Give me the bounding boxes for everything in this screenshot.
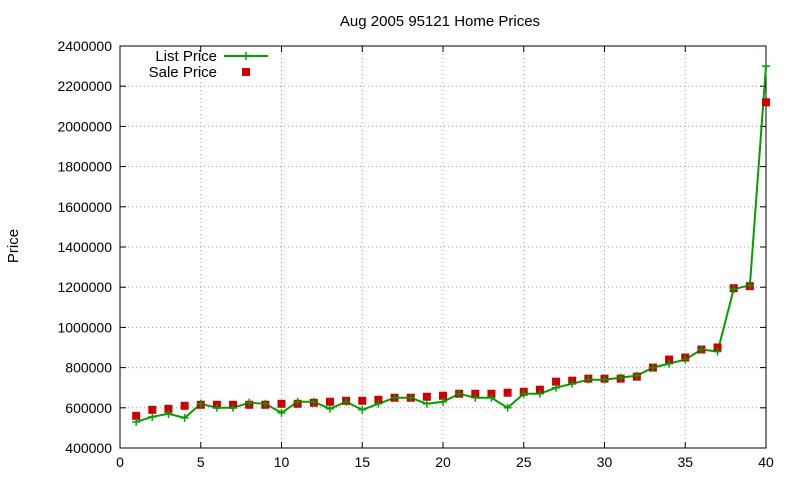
legend-marker-list-price <box>242 52 250 60</box>
sale-price-point-20 <box>439 391 447 400</box>
list-price-point-1 <box>132 417 141 426</box>
x-tick-label-2: 10 <box>274 454 290 470</box>
list-price-point-16 <box>374 399 383 408</box>
list-price-point-30 <box>600 375 609 384</box>
list-price-point-3 <box>164 409 173 418</box>
list-price-point-13 <box>325 404 334 413</box>
x-tick-label-0: 0 <box>116 454 124 470</box>
list-price-point-9 <box>261 399 270 408</box>
list-price-point-10 <box>277 408 286 417</box>
sale-price-point-1 <box>132 411 141 420</box>
list-price-point-5 <box>196 399 205 408</box>
list-price-point-15 <box>358 405 367 414</box>
sale-price-point-26 <box>535 385 544 394</box>
list-price-point-8 <box>245 398 254 407</box>
y-tick-label-8: 2000000 <box>57 118 112 134</box>
list-price-line <box>135 66 767 423</box>
sale-price-point-13 <box>325 397 334 406</box>
list-price-point-26 <box>535 389 544 398</box>
y-tick-label-3: 1000000 <box>57 319 112 335</box>
sale-price-point-40 <box>762 98 770 107</box>
list-price-point-34 <box>665 359 674 368</box>
list-price-point-18 <box>406 393 415 402</box>
legend-label-sale-price: Sale Price <box>149 64 217 81</box>
list-price-point-7 <box>229 403 238 412</box>
y-tick-label-10: 2400000 <box>57 38 112 54</box>
chart-title: Aug 2005 95121 Home Prices <box>340 13 540 30</box>
y-tick-label-4: 1200000 <box>57 279 112 295</box>
list-price-point-6 <box>212 403 221 412</box>
list-price-point-2 <box>148 412 157 421</box>
sale-price-point-15 <box>358 396 367 405</box>
y-tick-label-0: 400000 <box>65 440 112 456</box>
sale-price-point-22 <box>471 389 480 398</box>
y-tick-label-6: 1600000 <box>57 199 112 215</box>
sale-price-point-10 <box>277 399 286 408</box>
list-price-point-14 <box>342 397 351 406</box>
list-price-point-32 <box>632 371 641 380</box>
legend-label-list-price: List Price <box>155 48 217 65</box>
sale-price-point-3 <box>164 404 173 413</box>
y-tick-label-7: 1800000 <box>57 159 112 175</box>
series-layer <box>132 62 770 426</box>
y-axis-label: Price <box>5 229 22 263</box>
list-price-point-4 <box>180 413 189 422</box>
list-price-point-17 <box>390 393 399 402</box>
x-tick-label-7: 35 <box>677 454 693 470</box>
x-tick-label-6: 30 <box>597 454 613 470</box>
ticks-layer: 0 5 10 15 20 25 30 35 40 400000 600000 800000 100000… <box>57 38 774 470</box>
list-price-point-31 <box>616 373 625 382</box>
grid-layer <box>120 46 766 448</box>
list-price-point-27 <box>552 383 561 392</box>
list-price-point-40 <box>762 62 770 71</box>
sale-price-point-16 <box>374 395 383 404</box>
x-tick-label-8: 40 <box>758 454 774 470</box>
sale-price-point-24 <box>503 388 512 397</box>
sale-price-point-27 <box>552 377 561 386</box>
x-tick-label-5: 25 <box>516 454 532 470</box>
y-tick-label-9: 2200000 <box>57 78 112 94</box>
list-price-point-29 <box>584 375 593 384</box>
x-tick-label-1: 5 <box>197 454 205 470</box>
sale-price-point-37 <box>713 343 722 352</box>
y-tick-label-2: 800000 <box>65 360 112 376</box>
list-price-point-21 <box>455 389 464 398</box>
y-tick-label-5: 1400000 <box>57 239 112 255</box>
list-price-point-33 <box>648 363 657 372</box>
sale-price-point-19 <box>422 392 431 401</box>
sale-price-point-2 <box>148 405 157 414</box>
x-tick-label-3: 15 <box>354 454 370 470</box>
list-price-point-35 <box>681 355 690 364</box>
list-price-point-28 <box>568 379 577 388</box>
list-price-point-39 <box>745 281 754 290</box>
legend: List Price Sale Price <box>149 48 268 81</box>
list-price-point-37 <box>713 347 722 356</box>
y-tick-label-1: 600000 <box>65 400 112 416</box>
list-price-point-12 <box>309 397 318 406</box>
sale-price-point-4 <box>180 401 189 410</box>
legend-marker-sale-price <box>242 68 250 76</box>
list-price-point-24 <box>503 403 512 412</box>
list-price-point-19 <box>422 399 431 408</box>
list-price-point-22 <box>471 393 480 402</box>
list-price-point-25 <box>519 389 528 398</box>
list-price-point-11 <box>293 397 302 406</box>
x-tick-label-4: 20 <box>435 454 451 470</box>
sale-price-point-23 <box>487 389 496 398</box>
list-price-point-38 <box>729 285 738 294</box>
list-price-point-36 <box>697 345 706 354</box>
list-price-point-23 <box>487 393 496 402</box>
list-price-point-20 <box>439 397 447 406</box>
sale-price-point-34 <box>665 355 674 364</box>
